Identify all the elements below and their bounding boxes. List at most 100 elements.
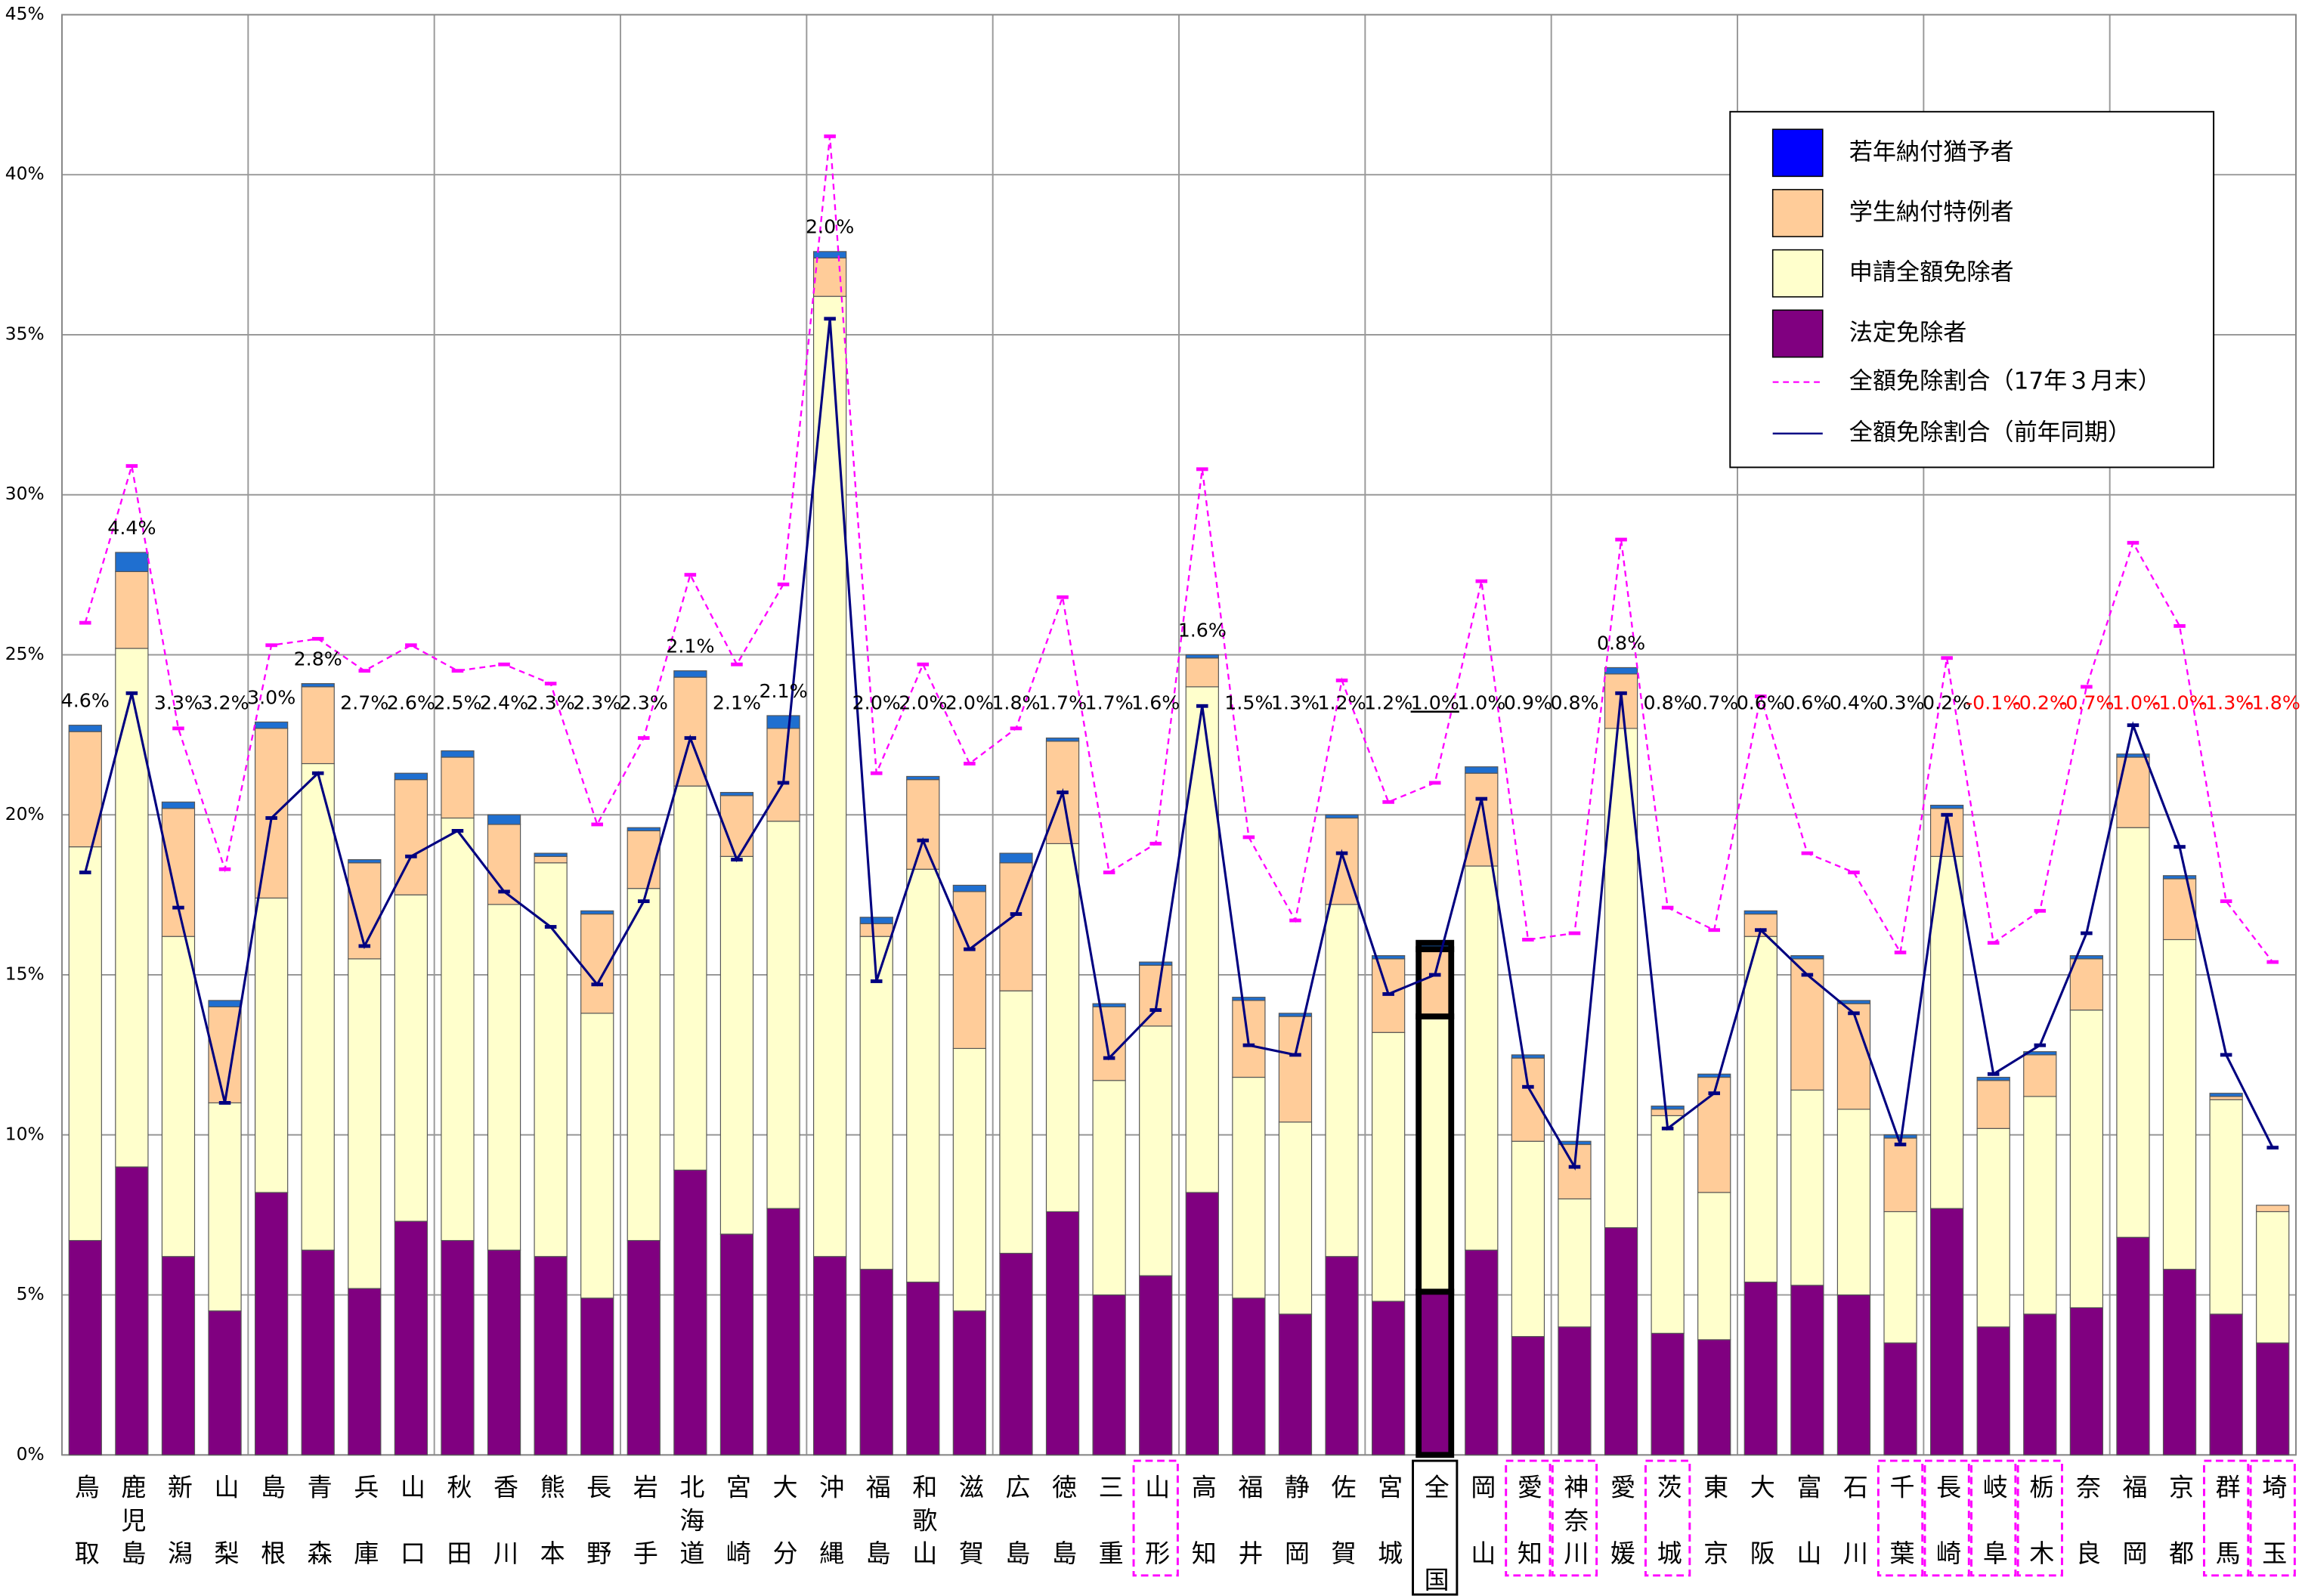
x-tick-label: 山梨 bbox=[210, 1474, 240, 1596]
change-label: 0.2% bbox=[1923, 692, 1971, 714]
bar-segment bbox=[906, 868, 940, 1283]
bar-segment bbox=[812, 251, 847, 258]
bar-segment bbox=[1139, 1025, 1173, 1276]
bar-segment bbox=[719, 795, 754, 857]
change-label: 2.1% bbox=[759, 680, 807, 702]
bar-segment bbox=[1045, 843, 1080, 1213]
bar-segment bbox=[208, 1310, 242, 1455]
bar-segment bbox=[1139, 964, 1173, 1027]
bar-segment bbox=[2116, 827, 2150, 1238]
bar-segment bbox=[2209, 1313, 2243, 1455]
change-label: 0.8% bbox=[1644, 692, 1692, 714]
legend-label: 全額免除割合（17年３月末） bbox=[1849, 368, 2161, 395]
x-tick-label: 茨城 bbox=[1653, 1474, 1682, 1596]
bar-segment bbox=[2209, 1099, 2243, 1315]
bar-segment bbox=[1651, 1332, 1685, 1455]
y-tick-label: 20% bbox=[5, 803, 45, 824]
x-tick-label: 岡山 bbox=[1467, 1474, 1496, 1596]
bar-segment bbox=[2209, 1093, 2243, 1097]
bar-segment bbox=[766, 715, 800, 729]
bar-segment bbox=[1743, 936, 1777, 1283]
bar-segment bbox=[2069, 1307, 2104, 1455]
bar-segment bbox=[68, 1239, 102, 1455]
bar-segment bbox=[906, 1282, 940, 1455]
bar-segment bbox=[1558, 1140, 1592, 1146]
change-label: 0.7% bbox=[1690, 692, 1738, 714]
x-tick-label: 新潟 bbox=[163, 1474, 193, 1596]
change-label: 0.4% bbox=[1830, 692, 1878, 714]
change-label: 2.0% bbox=[806, 216, 854, 238]
bar-segment bbox=[1325, 1256, 1359, 1455]
change-label: -1.8% bbox=[2245, 692, 2300, 714]
change-label: 0.6% bbox=[1783, 692, 1831, 714]
change-label: 0.8% bbox=[1597, 632, 1645, 654]
bar-segment bbox=[254, 721, 289, 729]
change-label: -0.2% bbox=[2013, 692, 2068, 714]
x-tick-label: 和歌山 bbox=[908, 1474, 938, 1573]
bar-segment bbox=[1092, 1080, 1126, 1296]
bar-segment bbox=[394, 772, 429, 781]
bar-segment bbox=[859, 936, 893, 1270]
x-tick-label: 大阪 bbox=[1746, 1474, 1775, 1596]
bar-segment bbox=[348, 858, 382, 864]
x-tick-label: 広島 bbox=[1001, 1474, 1031, 1596]
change-label: 1.7% bbox=[1085, 692, 1134, 714]
change-label: 0.6% bbox=[1737, 692, 1785, 714]
change-label: 2.7% bbox=[340, 692, 388, 714]
bar-segment bbox=[1278, 1016, 1313, 1123]
x-tick-label: 青森 bbox=[303, 1474, 333, 1596]
x-tick-label: 愛知 bbox=[1513, 1474, 1542, 1596]
bar-segment bbox=[161, 936, 196, 1257]
x-tick-label: 島根 bbox=[257, 1474, 286, 1596]
bar-segment bbox=[1790, 955, 1824, 960]
bar-segment bbox=[68, 725, 102, 732]
bar-segment bbox=[208, 1000, 242, 1007]
bar-segment bbox=[1790, 1285, 1824, 1455]
y-tick-label: 25% bbox=[5, 643, 45, 664]
x-tick-label: 東京 bbox=[1700, 1474, 1729, 1596]
change-label: 2.0% bbox=[852, 692, 901, 714]
x-tick-label: 佐賀 bbox=[1327, 1474, 1357, 1596]
change-label: 1.0% bbox=[1411, 692, 1459, 714]
change-label: 2.4% bbox=[480, 692, 528, 714]
bar-segment bbox=[1232, 1076, 1266, 1299]
bar-segment bbox=[2069, 958, 2104, 1011]
bar-segment bbox=[1511, 1140, 1545, 1338]
change-label: 4.4% bbox=[107, 517, 156, 539]
bar-segment bbox=[2162, 875, 2197, 880]
bar-segment bbox=[348, 958, 382, 1289]
bar-segment bbox=[999, 990, 1033, 1254]
bar-segment bbox=[2162, 939, 2197, 1270]
x-tick-label: 福井 bbox=[1234, 1474, 1264, 1596]
change-label: 2.3% bbox=[620, 692, 668, 714]
bar-segment bbox=[1511, 1054, 1545, 1059]
x-tick-label: 栃木 bbox=[2025, 1474, 2055, 1596]
x-tick-label: 神奈川 bbox=[1560, 1474, 1589, 1573]
bar-segment bbox=[1371, 955, 1406, 960]
bar-segment bbox=[1511, 1336, 1545, 1455]
plot-frame bbox=[61, 14, 2297, 1456]
bar-segment bbox=[394, 894, 429, 1222]
category-box bbox=[1132, 1459, 1179, 1577]
change-label: 1.0% bbox=[1457, 692, 1505, 714]
bar-segment bbox=[1465, 766, 1499, 774]
bar-segment bbox=[2256, 1205, 2290, 1213]
bar-segment bbox=[1045, 1211, 1080, 1455]
bar-segment bbox=[1325, 904, 1359, 1257]
change-label: -1.3% bbox=[2198, 692, 2254, 714]
change-label: 1.6% bbox=[1131, 692, 1180, 714]
bar-segment bbox=[301, 686, 335, 765]
bar-segment bbox=[1511, 1057, 1545, 1142]
bar-segment bbox=[673, 670, 707, 678]
bar-segment bbox=[1371, 1032, 1406, 1302]
bar-segment bbox=[1930, 804, 1964, 809]
bar-segment bbox=[441, 817, 475, 1242]
x-tick-label: 宮城 bbox=[1374, 1474, 1403, 1596]
x-tick-label: 岐阜 bbox=[1979, 1474, 2008, 1596]
bar-segment bbox=[719, 855, 754, 1235]
x-tick-label: 兵庫 bbox=[350, 1474, 379, 1596]
y-tick-label: 5% bbox=[17, 1283, 45, 1304]
bar-segment bbox=[859, 923, 893, 937]
bar-segment bbox=[1790, 1089, 1824, 1286]
